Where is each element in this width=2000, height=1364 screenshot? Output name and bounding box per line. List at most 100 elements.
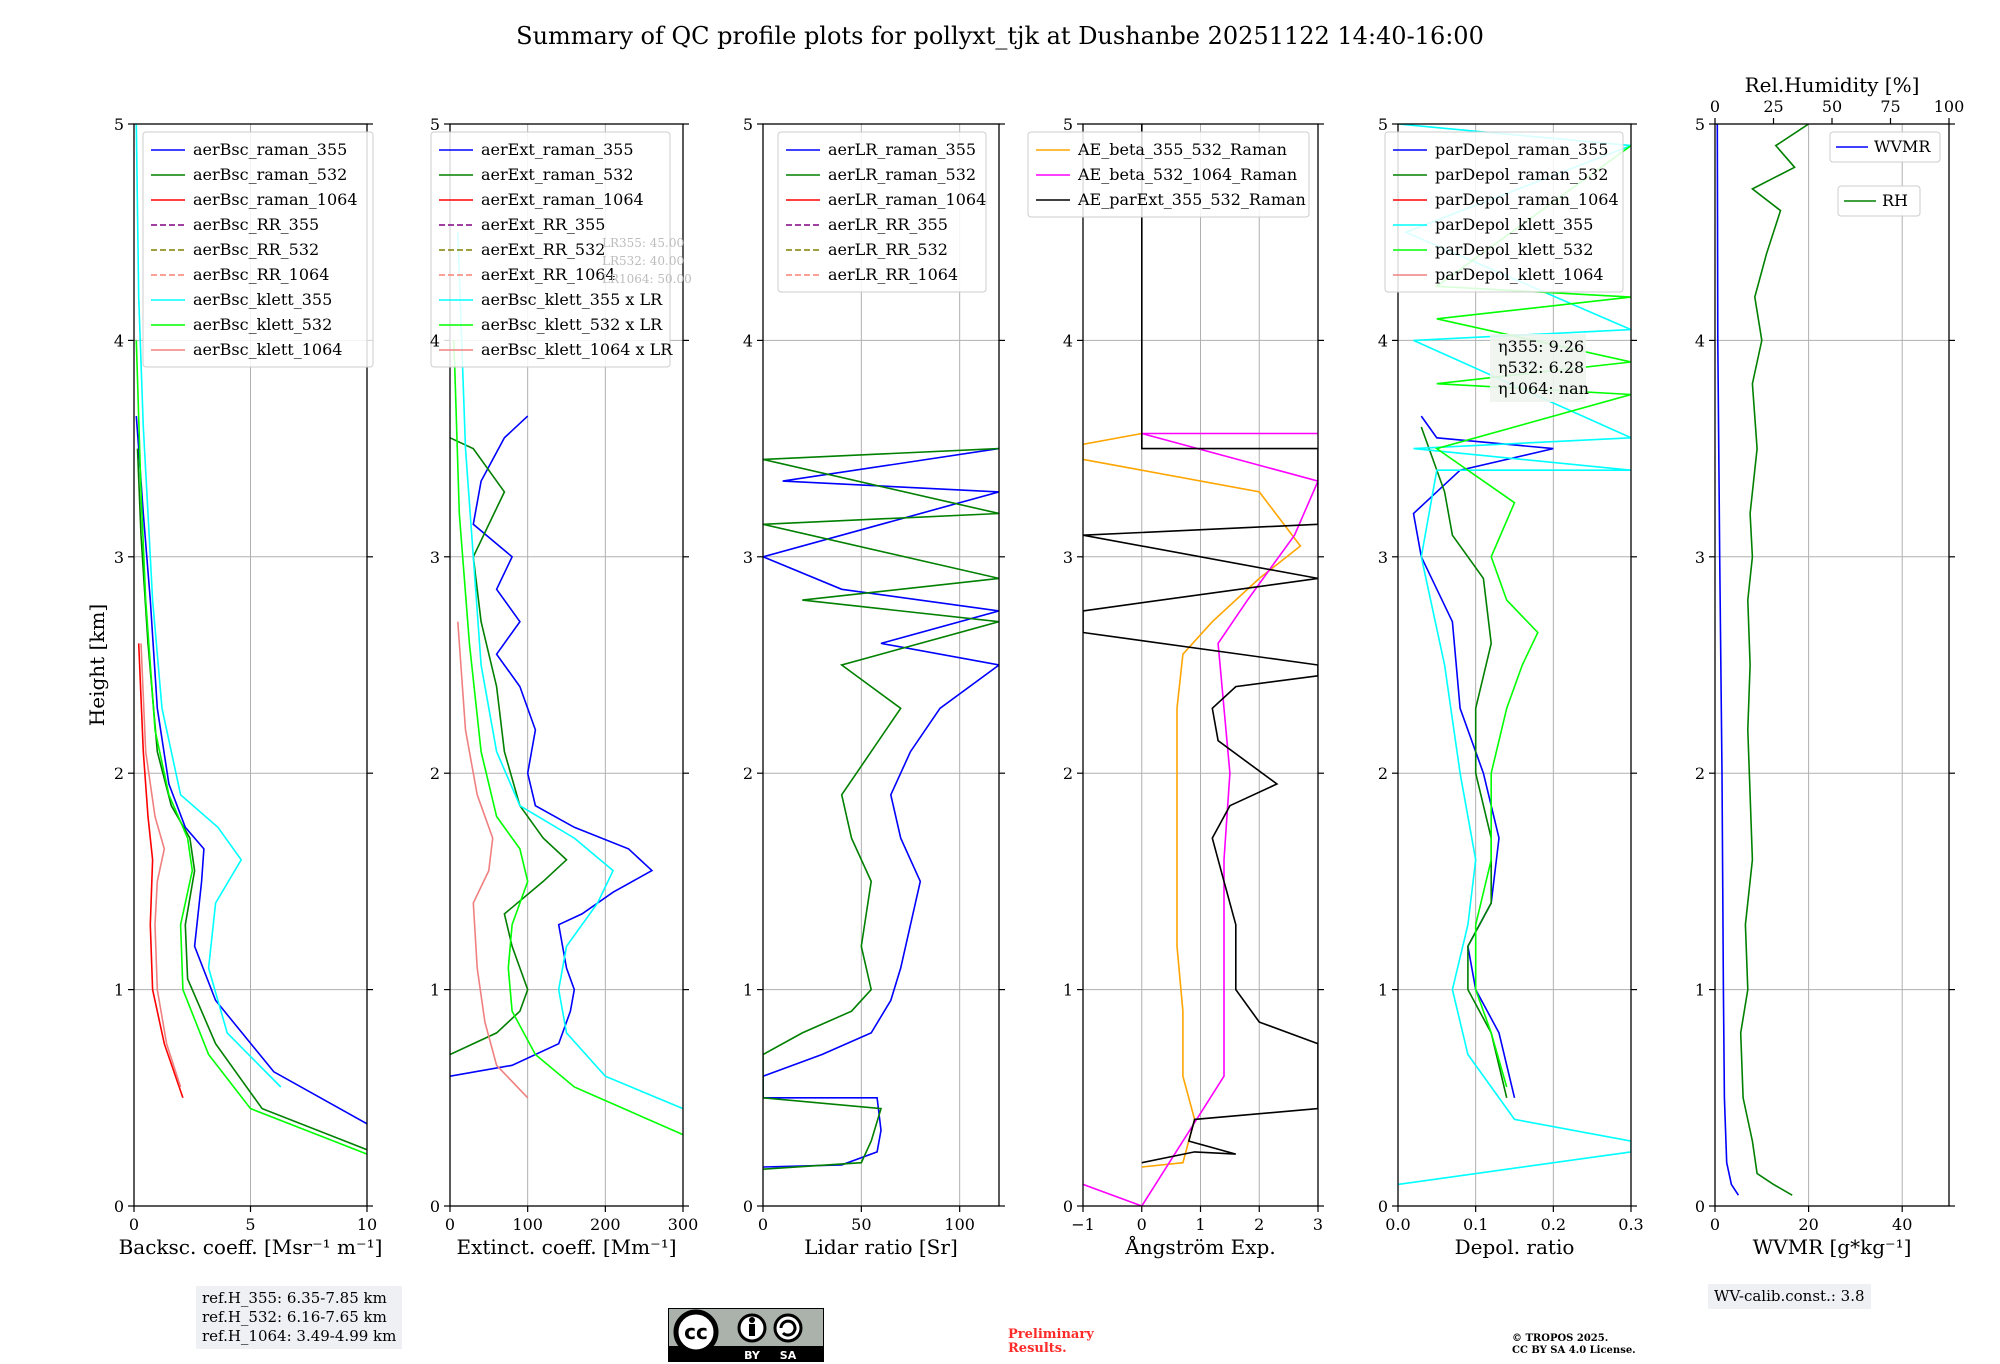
panel-ae <box>1027 123 1324 1212</box>
ae-legend-label: AE_parExt_355_532_Raman <box>1077 190 1306 209</box>
preliminary-line-1: Preliminary <box>1008 1327 1094 1342</box>
copyright-line-1: © TROPOS 2025. <box>1512 1333 1609 1344</box>
ext-legend-label: aerExt_RR_355 <box>481 215 605 234</box>
wv-ytick-label: 4 <box>1695 331 1705 350</box>
ae-xtick-label: −1 <box>1071 1215 1095 1234</box>
ext-legend-label: aerBsc_klett_1064 x LR <box>481 340 673 359</box>
wv-ytick-label: 0 <box>1695 1197 1705 1216</box>
bsc-ytick-label: 0 <box>114 1197 124 1216</box>
bsc-legend-label: aerBsc_RR_532 <box>193 240 319 259</box>
cc-logo-text: cc <box>684 1320 708 1344</box>
lr-frame <box>762 123 1000 1207</box>
ext-legend-label: aerBsc_klett_355 x LR <box>481 290 663 309</box>
ext-legend-label: aerExt_RR_532 <box>481 240 605 259</box>
ext-xlabel: Extinct. coeff. [Mm⁻¹] <box>456 1235 676 1259</box>
ext-lr-note: LR355: 45.00 <box>602 236 684 250</box>
lr-ytick-label: 4 <box>743 331 753 350</box>
depol-ytick-label: 4 <box>1378 331 1388 350</box>
lr-series-aerlr-raman-532 <box>763 447 999 1170</box>
ext-xtick-label: 100 <box>512 1215 543 1234</box>
bsc-series-aerbsc-klett-532 <box>135 340 367 1155</box>
depol-eta-label: η355: 9.26 <box>1498 337 1584 356</box>
ext-legend-label: aerExt_RR_1064 <box>481 265 616 284</box>
ref-height-box: ref.H_355: 6.35-7.85 km ref.H_532: 6.16-… <box>196 1286 403 1349</box>
ext-lr-note: LR1064: 50.00 <box>602 272 692 286</box>
ae-ytick-label: 2 <box>1063 764 1073 783</box>
wv-calib-box: WV-calib.const.: 3.8 <box>1708 1284 1871 1309</box>
depol-series-pardepol-raman-355 <box>1412 415 1554 1098</box>
ae-ytick-label: 0 <box>1063 1197 1073 1216</box>
ae-legend-label: AE_beta_355_532_Raman <box>1077 140 1287 159</box>
ae-series-ae-beta-355-532-raman <box>1083 432 1302 1168</box>
depol-xtick-label: 0.3 <box>1618 1215 1643 1234</box>
ext-ytick-label: 5 <box>430 115 440 134</box>
ext-series-aerext-raman-355 <box>450 415 654 1077</box>
depol-legend-label: parDepol_raman_532 <box>1435 165 1608 184</box>
bsc-series-aerbsc-klett-1064 <box>140 643 182 1088</box>
lr-xtick-label: 100 <box>944 1215 975 1234</box>
sa-icon <box>773 1313 803 1343</box>
depol-legend-label: parDepol_klett_1064 <box>1435 265 1604 284</box>
depol-eta-label: η1064: nan <box>1498 379 1589 398</box>
wv-xtick2-label: 75 <box>1880 97 1900 116</box>
ext-legend-label: aerExt_raman_532 <box>481 165 634 184</box>
panel-wv <box>1709 118 1955 1212</box>
depol-ytick-label: 5 <box>1378 115 1388 134</box>
figure-title: Summary of QC profile plots for pollyxt_… <box>516 22 1484 50</box>
wv-series-wvmr <box>1716 124 1740 1196</box>
wv-xtick-label: 20 <box>1798 1215 1818 1234</box>
depol-eta-label: η532: 6.28 <box>1498 358 1584 377</box>
ref-height-532: ref.H_532: 6.16-7.65 km <box>202 1308 387 1326</box>
lr-legend-label: aerLR_RR_1064 <box>828 265 958 284</box>
ae-xlabel: Ångström Exp. <box>1124 1234 1275 1259</box>
bsc-legend-label: aerBsc_RR_1064 <box>193 265 329 284</box>
bsc-series-aerbsc-raman-1064 <box>137 643 184 1099</box>
ext-ytick-label: 3 <box>430 548 440 567</box>
ext-frame <box>449 123 684 1207</box>
depol-ytick-label: 0 <box>1378 1197 1388 1216</box>
ae-ytick-label: 4 <box>1063 331 1073 350</box>
wv-xtick2-label: 25 <box>1763 97 1783 116</box>
wv-legend-label: RH <box>1882 191 1908 210</box>
ae-legend-label: AE_beta_532_1064_Raman <box>1077 165 1297 184</box>
panel-depol <box>1384 123 1637 1212</box>
lr-legend-label: aerLR_raman_1064 <box>828 190 986 209</box>
wv-legend-label: WVMR <box>1874 137 1931 156</box>
copyright-line-2: CC BY SA 4.0 License. <box>1512 1345 1636 1356</box>
depol-series-pardepol-raman-532 <box>1420 426 1508 1098</box>
bsc-legend-label: aerBsc_klett_532 <box>193 315 332 334</box>
bsc-ytick-label: 1 <box>114 981 124 1000</box>
preliminary-line-2: Results. <box>1008 1341 1067 1356</box>
bsc-legend-label: aerBsc_klett_355 <box>193 290 332 309</box>
ext-legend-label: aerExt_raman_355 <box>481 140 634 159</box>
wv-legend-frame <box>1837 185 1921 217</box>
lr-ytick-label: 5 <box>743 115 753 134</box>
lr-legend-label: aerLR_raman_355 <box>828 140 976 159</box>
depol-xtick-label: 0.2 <box>1541 1215 1566 1234</box>
bsc-xtick-label: 5 <box>245 1215 255 1234</box>
ext-ytick-label: 4 <box>430 331 440 350</box>
ext-series-aerbsc-klett-1064-x-lr <box>457 621 529 1099</box>
bsc-legend-label: aerBsc_raman_355 <box>193 140 347 159</box>
bsc-series-aerbsc-raman-355 <box>135 416 367 1125</box>
lr-ytick-label: 2 <box>743 764 753 783</box>
lr-legend-label: aerLR_raman_532 <box>828 165 976 184</box>
wv-ytick-label: 2 <box>1695 764 1705 783</box>
depol-legend-label: parDepol_raman_1064 <box>1435 190 1619 209</box>
depol-legend-label: parDepol_klett_532 <box>1435 240 1593 259</box>
ext-xtick-label: 200 <box>590 1215 621 1234</box>
cc-by-label: BY <box>744 1349 761 1362</box>
cc-sa-label: SA <box>780 1349 797 1362</box>
wv-xtick2-label: 0 <box>1710 97 1720 116</box>
bsc-ytick-label: 5 <box>114 115 124 134</box>
bsc-legend-frame <box>142 131 374 368</box>
wv-xtick-label: 0 <box>1710 1215 1720 1234</box>
cc-license-badge: cc BY SA <box>668 1308 824 1362</box>
ext-legend-label: aerExt_raman_1064 <box>481 190 644 209</box>
bsc-legend-label: aerBsc_raman_532 <box>193 165 347 184</box>
ae-xtick-label: 0 <box>1137 1215 1147 1234</box>
ae-ytick-label: 3 <box>1063 548 1073 567</box>
ext-ytick-label: 1 <box>430 981 440 1000</box>
